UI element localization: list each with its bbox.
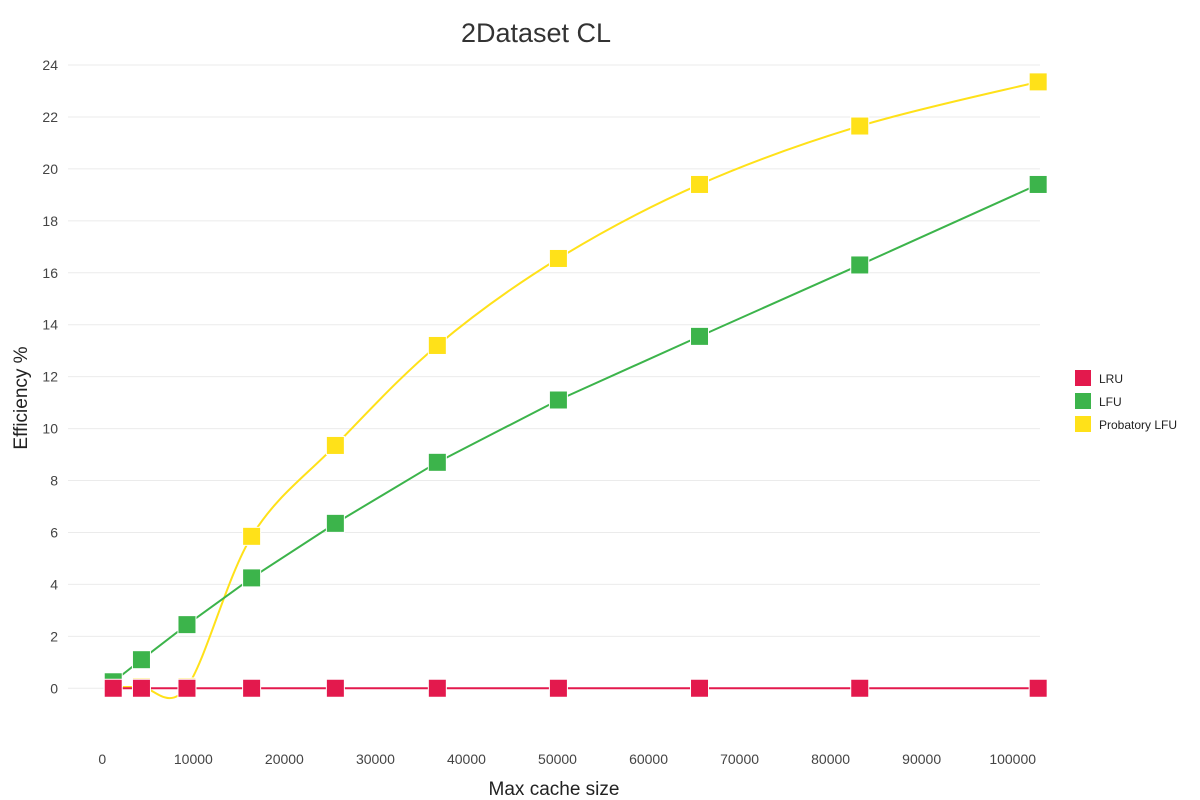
probatory-lfu-point[interactable] [242, 526, 262, 546]
legend-swatch [1075, 370, 1091, 386]
legend-item-probatory-lfu[interactable]: Probatory LFU [1075, 416, 1177, 432]
y-tick-label: 14 [42, 317, 58, 333]
chart-title: 2Dataset CL [461, 18, 611, 48]
y-tick-label: 12 [42, 369, 58, 385]
legend-label: Probatory LFU [1099, 418, 1177, 432]
lru-point[interactable] [103, 678, 123, 698]
probatory-lfu-point[interactable] [1028, 72, 1048, 92]
x-tick-label: 40000 [447, 751, 486, 767]
probatory-lfu-point[interactable] [325, 435, 345, 455]
y-tick-label: 10 [42, 421, 58, 437]
y-tick-label: 0 [50, 680, 58, 696]
x-axis-label: Max cache size [489, 779, 620, 800]
lru-point[interactable] [177, 678, 197, 698]
lfu-point[interactable] [325, 513, 345, 533]
x-axis-ticks: 0 10000 20000 30000 40000 50000 60000 70000 8000… [98, 751, 1036, 767]
probatory-lfu-point[interactable] [850, 116, 870, 136]
y-tick-label: 6 [50, 524, 58, 540]
probatory-lfu-point[interactable] [427, 335, 447, 355]
lfu-line [112, 183, 1039, 683]
x-tick-label: 80000 [811, 751, 850, 767]
series-lfu [103, 174, 1048, 692]
legend-label: LRU [1099, 372, 1123, 386]
lfu-point[interactable] [1028, 174, 1048, 194]
lfu-point[interactable] [548, 390, 568, 410]
y-tick-label: 22 [42, 109, 58, 125]
lfu-point[interactable] [177, 615, 197, 635]
x-tick-label: 0 [98, 751, 106, 767]
legend-item-lfu[interactable]: LFU [1075, 393, 1122, 409]
y-tick-label: 2 [50, 628, 58, 644]
y-tick-label: 24 [42, 57, 58, 73]
probatory-lfu-point[interactable] [548, 248, 568, 268]
y-tick-label: 4 [50, 576, 58, 592]
x-tick-label: 50000 [538, 751, 577, 767]
series-probatory-lfu [103, 72, 1048, 700]
y-tick-label: 20 [42, 161, 58, 177]
x-tick-label: 20000 [265, 751, 304, 767]
x-tick-label: 60000 [629, 751, 668, 767]
lru-point[interactable] [242, 678, 262, 698]
lru-point[interactable] [427, 678, 447, 698]
x-tick-label: 10000 [174, 751, 213, 767]
series-lru [103, 678, 1048, 698]
x-tick-label: 100000 [989, 751, 1036, 767]
x-tick-label: 90000 [902, 751, 941, 767]
x-tick-label: 30000 [356, 751, 395, 767]
gridlines [68, 64, 1040, 689]
probatory-lfu-point[interactable] [690, 174, 710, 194]
legend: LRU LFU Probatory LFU [1075, 370, 1177, 432]
lfu-point[interactable] [131, 650, 151, 670]
series-group [103, 72, 1048, 700]
legend-swatch [1075, 393, 1091, 409]
lru-point[interactable] [548, 678, 568, 698]
y-axis-label: Efficiency % [11, 346, 32, 449]
y-tick-label: 8 [50, 473, 58, 489]
lfu-point[interactable] [427, 452, 447, 472]
lru-point[interactable] [131, 678, 151, 698]
legend-item-lru[interactable]: LRU [1075, 370, 1123, 386]
probatory-lfu-line [113, 80, 1039, 700]
legend-swatch [1075, 416, 1091, 432]
lru-point[interactable] [850, 678, 870, 698]
lru-point[interactable] [325, 678, 345, 698]
lru-point[interactable] [1028, 678, 1048, 698]
lfu-point[interactable] [690, 326, 710, 346]
legend-label: LFU [1099, 395, 1122, 409]
x-tick-label: 70000 [720, 751, 759, 767]
lfu-point[interactable] [242, 568, 262, 588]
lfu-point[interactable] [850, 255, 870, 275]
y-tick-label: 18 [42, 213, 58, 229]
lru-point[interactable] [690, 678, 710, 698]
y-tick-label: 16 [42, 265, 58, 281]
